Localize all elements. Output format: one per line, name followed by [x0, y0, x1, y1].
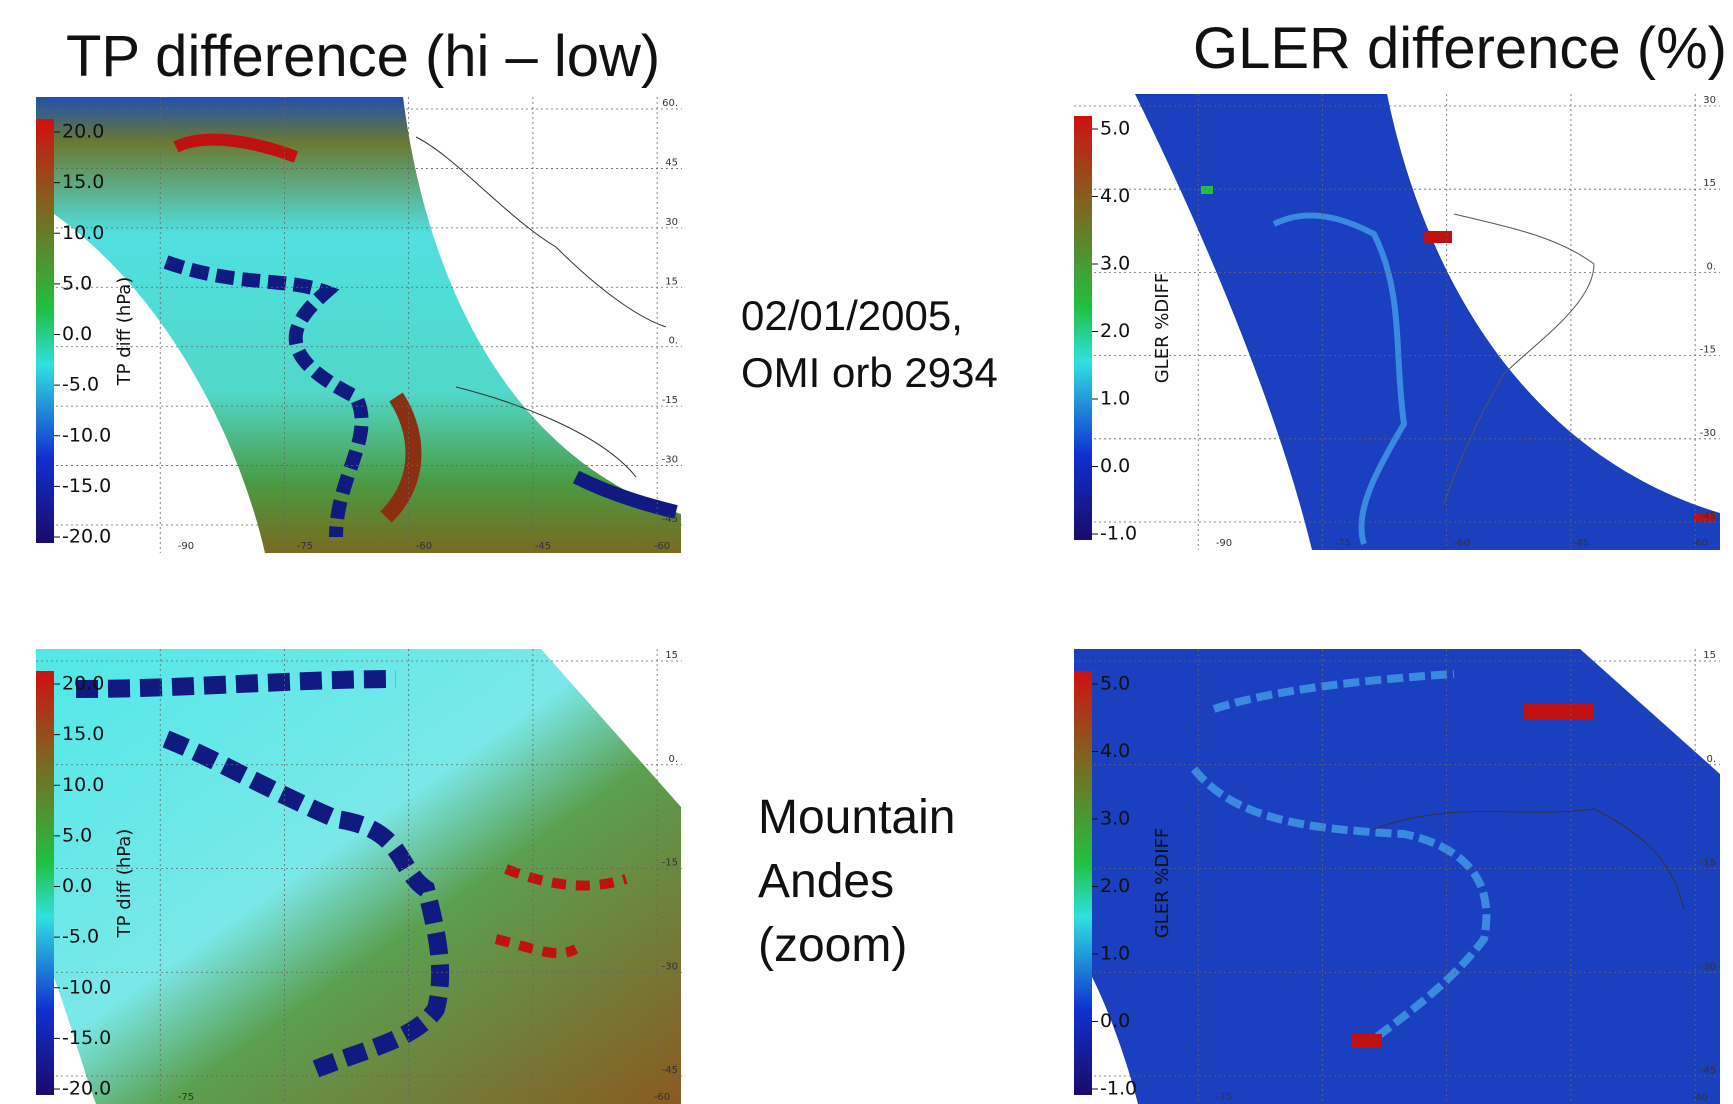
- colorbar-tick-label: 5.0: [1100, 673, 1130, 695]
- lat-label: -45: [1700, 1065, 1716, 1076]
- colorbar-tick-label: -20.0: [62, 526, 111, 548]
- lat-label: -15: [662, 858, 678, 869]
- colorbar-tick-label: -10.0: [62, 424, 111, 446]
- colorbar-tick-label: -15.0: [62, 1027, 111, 1049]
- title: GLER difference (%): [1192, 16, 1727, 81]
- lon-label: -60: [1692, 538, 1708, 549]
- colorbar-tick-label: 2.0: [1100, 320, 1130, 342]
- colorbar-tick-label: 20.0: [62, 673, 104, 695]
- colorbar-tick-label: -20.0: [62, 1078, 111, 1100]
- colorbar-tick-label: 15.0: [62, 723, 104, 745]
- lat-label: -45: [1700, 511, 1716, 522]
- note: 02/01/2005,: [741, 292, 963, 339]
- lat-label: -15: [662, 395, 678, 406]
- colorbar-tick-label: 3.0: [1100, 808, 1130, 830]
- colorbar-tick-label: 3.0: [1100, 253, 1130, 275]
- lon-label: -60: [654, 541, 670, 552]
- map-panel: 15 0. -15 -30 -45 -75 -60 5.0 4.0 3.0 2.0 1.0 0.0 -1.…: [1074, 649, 1720, 1104]
- colorbar: [1074, 116, 1092, 540]
- lat-label: -30: [662, 455, 678, 466]
- colorbar: [1074, 671, 1092, 1095]
- colorbar-tick-label: 0.0: [62, 323, 92, 345]
- colorbar-label: GLER %DIFF: [1152, 828, 1173, 939]
- lon-label: -60: [1454, 538, 1470, 549]
- colorbar: [36, 671, 54, 1095]
- colorbar-tick-label: -5.0: [62, 374, 99, 396]
- lon-label: -60: [416, 541, 432, 552]
- colorbar-tick-label: -1.0: [1100, 1078, 1137, 1100]
- lon-label: -75: [1216, 1092, 1232, 1103]
- lon-label: -75: [178, 1092, 194, 1103]
- lat-label: 0.: [668, 754, 678, 765]
- title: TP difference (hi – low): [66, 24, 661, 89]
- lat-label: -15: [1700, 858, 1716, 869]
- map-panel: 30 15 0. -15 -30 -45 -90 -75 -60 -45 -60 5.0 4.0 3.0 2…: [1074, 94, 1720, 550]
- colorbar-tick-label: 2.0: [1100, 875, 1130, 897]
- colorbar-tick-label: 5.0: [62, 824, 92, 846]
- lon-label: -90: [1216, 538, 1232, 549]
- lat-label: 0.: [668, 336, 678, 347]
- lon-label: -45: [1573, 538, 1589, 549]
- lat-label: -30: [1700, 428, 1716, 439]
- lon-label: -60: [654, 1092, 670, 1103]
- lon-label: -75: [297, 541, 313, 552]
- colorbar-tick-label: 5.0: [1100, 118, 1130, 140]
- note: (zoom): [758, 919, 908, 972]
- colorbar-tick-label: -15.0: [62, 475, 111, 497]
- map-panel: 15 0. -15 -30 -45 -75 -60 20.0 15.0 10.0 5.0 0.0 -5.…: [36, 649, 682, 1104]
- colorbar-tick-label: 0.0: [62, 875, 92, 897]
- colorbar-tick-label: 15.0: [62, 171, 104, 193]
- note: Andes: [758, 855, 895, 908]
- lat-label: 30: [665, 217, 678, 228]
- colorbar-tick-label: -5.0: [62, 926, 99, 948]
- colorbar-tick-label: -1.0: [1100, 523, 1137, 545]
- note: OMI orb 2934: [741, 349, 998, 396]
- colorbar-tick-label: -10.0: [62, 976, 111, 998]
- colorbar-tick-label: 10.0: [62, 774, 104, 796]
- note: Mountain: [758, 791, 956, 844]
- colorbar-tick-label: 0.0: [1100, 1010, 1130, 1032]
- lat-label: -15: [1700, 345, 1716, 356]
- colorbar-tick-label: 1.0: [1100, 943, 1130, 965]
- lon-label: -90: [178, 541, 194, 552]
- lat-label: -45: [662, 514, 678, 525]
- lat-label: -45: [662, 1065, 678, 1076]
- colorbar-tick-label: 4.0: [1100, 740, 1130, 762]
- lon-label: -75: [1335, 538, 1351, 549]
- lat-label: 15: [665, 276, 678, 287]
- lat-label: 0.: [1706, 261, 1716, 272]
- colorbar-tick-label: 1.0: [1100, 388, 1130, 410]
- lat-label: 60.: [662, 98, 678, 109]
- map-panel: 60. 45 30 15 0. -15 -30 -45 -90 -75 -60 -45 -60 20.0 1…: [36, 97, 682, 553]
- colorbar-tick-label: 10.0: [62, 222, 104, 244]
- lat-label: 30: [1703, 95, 1716, 106]
- lat-label: 15: [1703, 650, 1716, 661]
- lon-label: -45: [535, 541, 551, 552]
- colorbar-tick-label: 5.0: [62, 272, 92, 294]
- lat-label: -30: [662, 961, 678, 972]
- lat-label: 15: [1703, 178, 1716, 189]
- colorbar: [36, 119, 54, 543]
- lon-label: -60: [1692, 1092, 1708, 1103]
- lat-label: 15: [665, 650, 678, 661]
- colorbar-label: TP diff (hPa): [114, 277, 135, 387]
- colorbar-tick-label: 0.0: [1100, 455, 1130, 477]
- colorbar-label: TP diff (hPa): [114, 829, 135, 939]
- lat-label: 45: [665, 157, 678, 168]
- colorbar-label: GLER %DIFF: [1152, 273, 1173, 384]
- lat-label: -30: [1700, 961, 1716, 972]
- lat-label: 0.: [1706, 754, 1716, 765]
- colorbar-tick-label: 20.0: [62, 121, 104, 143]
- colorbar-tick-label: 4.0: [1100, 185, 1130, 207]
